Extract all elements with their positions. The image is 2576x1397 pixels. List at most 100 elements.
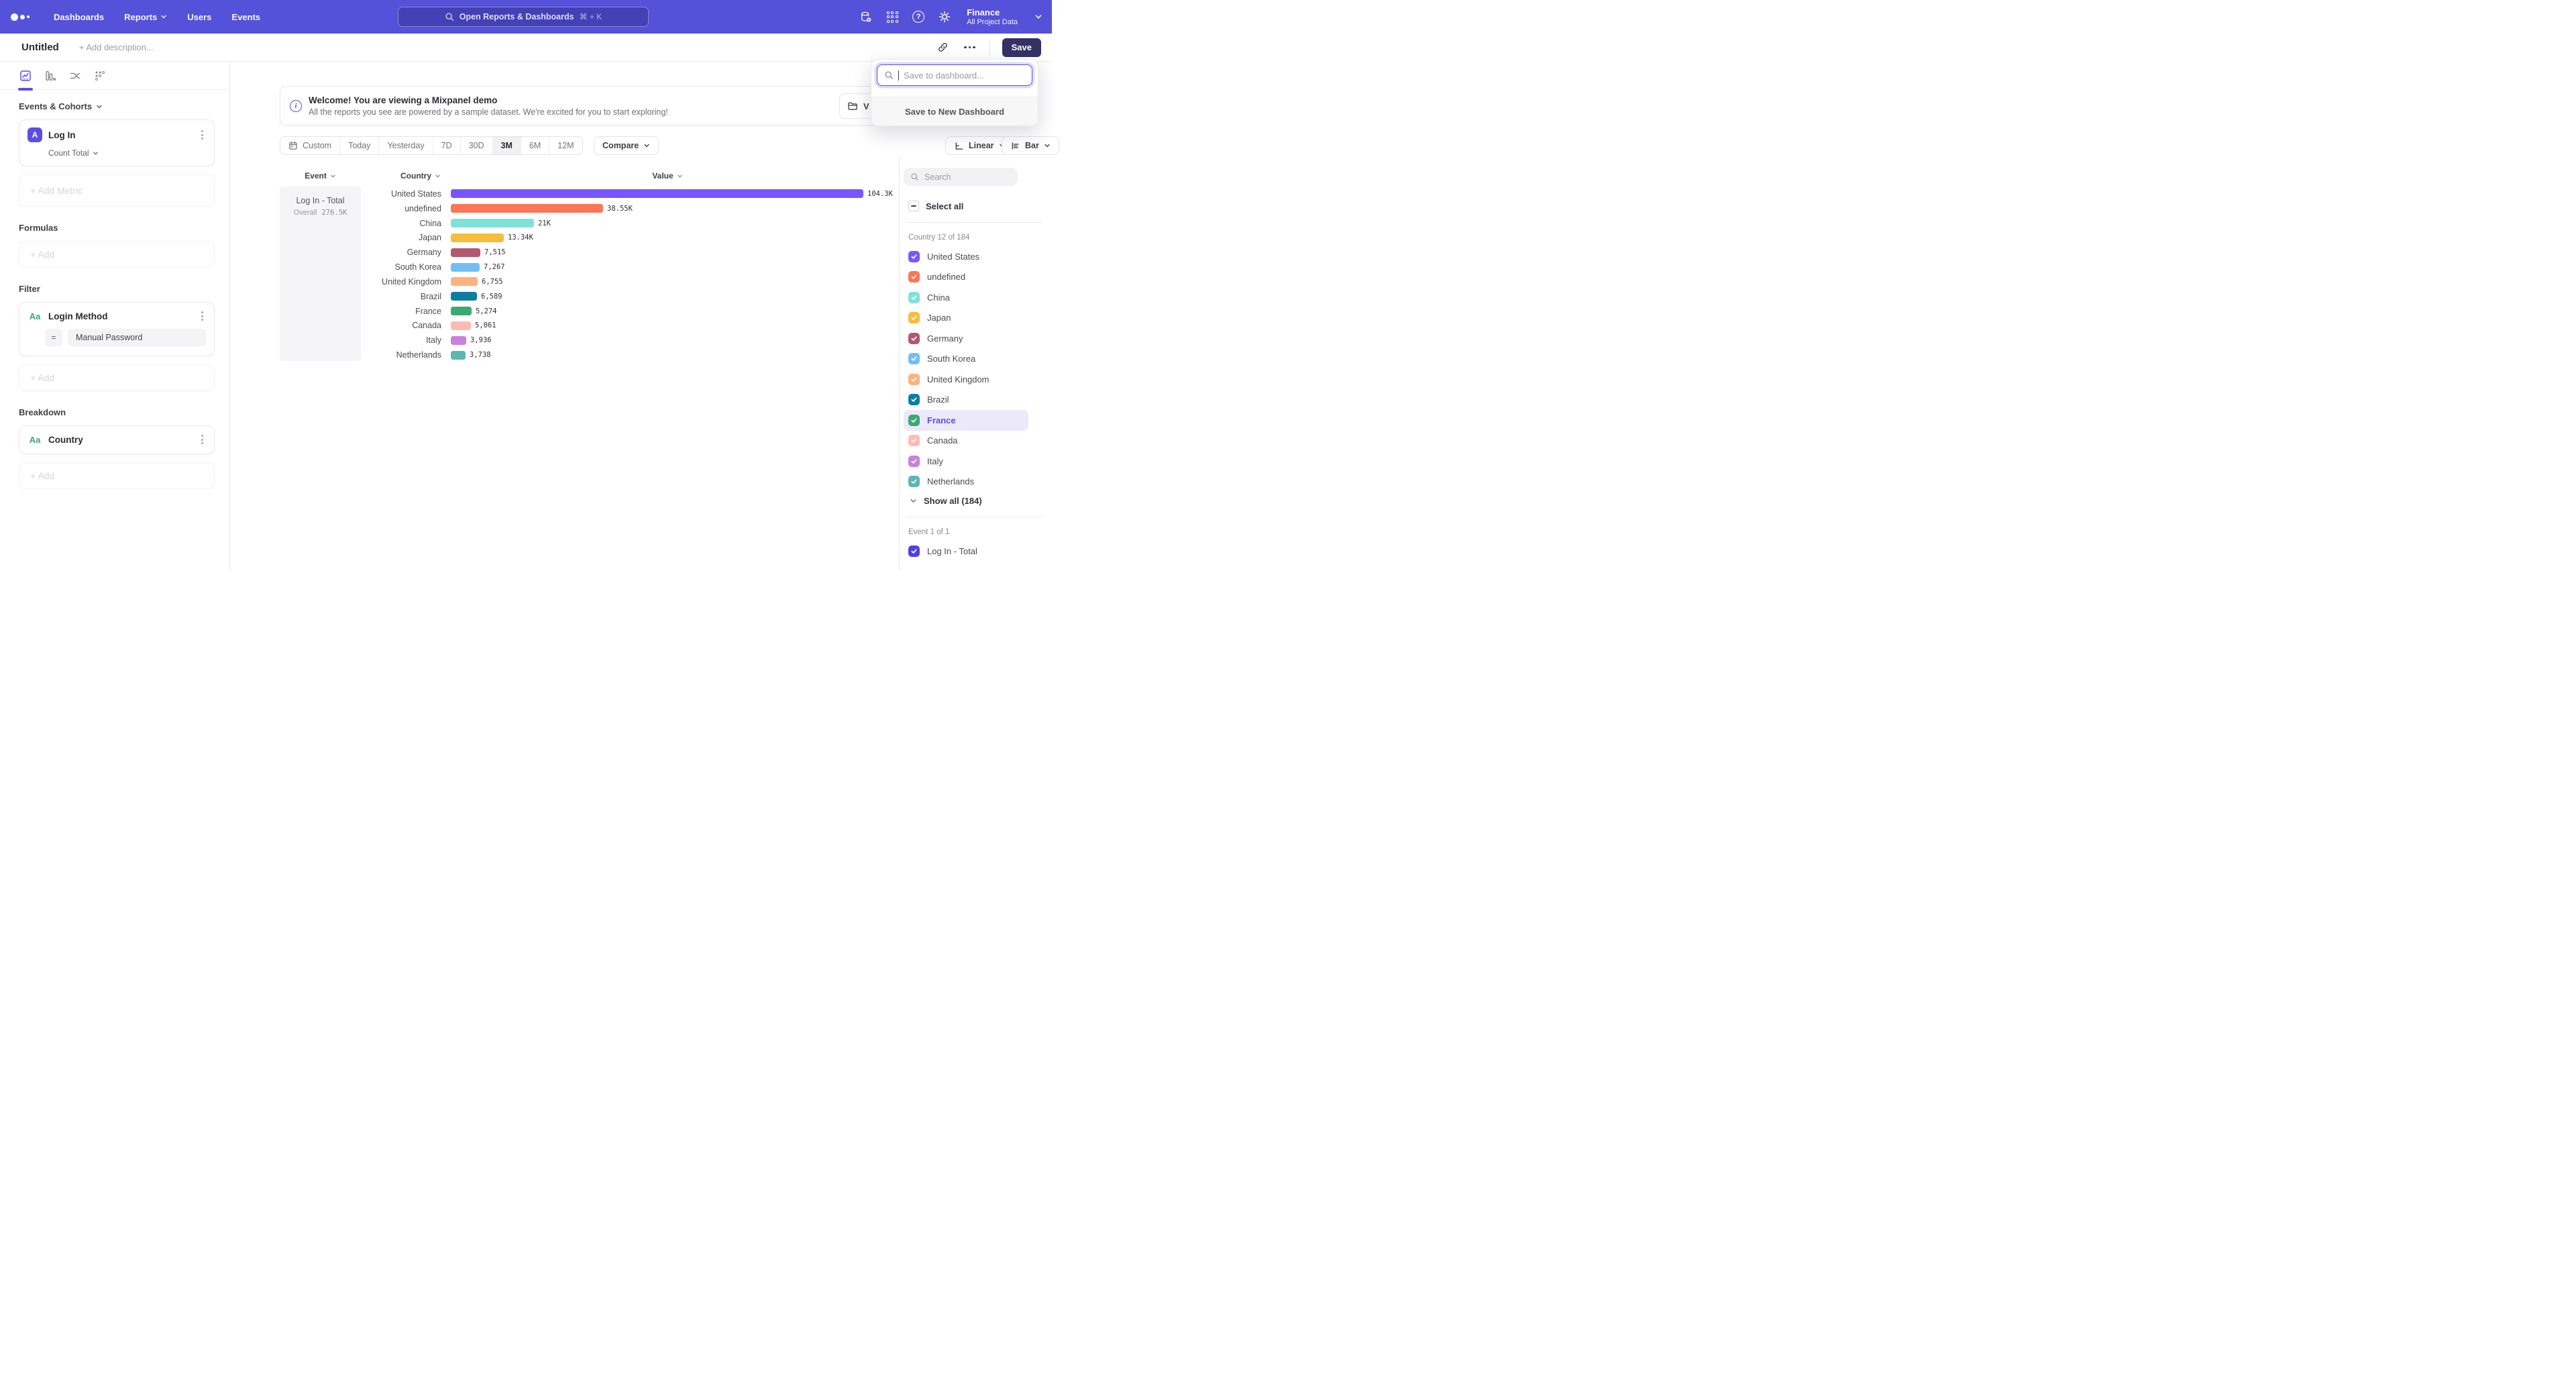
series-search-input[interactable]: Search [904, 168, 1018, 186]
country-checkbox-checked[interactable] [908, 476, 920, 488]
tab-insights[interactable] [18, 67, 33, 91]
bar-segment[interactable] [451, 350, 466, 360]
country-checkbox-checked[interactable] [908, 373, 920, 385]
kebab-menu-icon[interactable] [199, 310, 206, 322]
save-button[interactable]: Save [1002, 38, 1041, 57]
country-filter-row[interactable]: United States [904, 246, 1028, 267]
event-checkbox-checked[interactable] [908, 545, 920, 557]
country-filter-row[interactable]: United Kingdom [904, 369, 1028, 390]
chart-type-dropdown[interactable]: Bar [1002, 136, 1059, 155]
column-header-country[interactable]: Country [380, 171, 461, 180]
filter-card[interactable]: Aa Login Method = Manual Password [19, 302, 215, 356]
add-description-field[interactable]: + Add description... [78, 42, 154, 52]
nav-item-reports[interactable]: Reports [124, 12, 167, 22]
nav-item-dashboards[interactable]: Dashboards [54, 12, 104, 22]
filter-operator[interactable]: = [45, 329, 62, 346]
country-checkbox-checked[interactable] [908, 394, 920, 406]
kebab-menu-icon[interactable] [199, 129, 206, 141]
select-all-row[interactable]: Select all [904, 201, 1045, 211]
metric-event-name[interactable]: Log In [48, 130, 76, 140]
compare-button[interactable]: Compare [594, 136, 659, 155]
show-all-button[interactable]: Show all (184) [904, 496, 1045, 506]
bar-segment[interactable] [451, 204, 603, 213]
country-checkbox-checked[interactable] [908, 455, 920, 467]
country-filter-row[interactable]: Brazil [904, 390, 1028, 411]
bar-segment[interactable] [451, 219, 534, 228]
tab-flows[interactable] [68, 67, 82, 85]
bar-segment[interactable] [451, 248, 480, 257]
copy-link-icon[interactable] [936, 40, 951, 55]
range-12m[interactable]: 12M [549, 137, 582, 154]
report-title[interactable]: Untitled [21, 42, 59, 53]
country-filter-row[interactable]: Japan [904, 308, 1028, 329]
data-management-icon[interactable] [859, 10, 873, 23]
event-filter-row[interactable]: Log In - Total [904, 541, 1028, 562]
kebab-menu-icon[interactable] [199, 433, 206, 446]
metric-aggregation[interactable]: Count Total [48, 148, 206, 158]
bar-segment[interactable] [451, 277, 478, 287]
events-cohorts-header[interactable]: Events & Cohorts [19, 101, 215, 111]
select-all-checkbox-indeterminate[interactable] [908, 201, 919, 211]
country-checkbox-checked[interactable] [908, 435, 920, 447]
tab-funnels[interactable] [44, 67, 57, 85]
breakdown-property-name[interactable]: Country [48, 434, 83, 445]
global-search-button[interactable]: Open Reports & Dashboards ⌘ + K [398, 7, 649, 27]
bar-value-label: 38.55K [607, 204, 633, 213]
bar-segment[interactable] [451, 321, 471, 330]
add-filter-button[interactable]: + Add [19, 364, 215, 391]
add-metric-button[interactable]: + Add Metric [19, 174, 215, 207]
range-label: 3M [500, 141, 513, 150]
range-7d[interactable]: 7D [433, 137, 461, 154]
bar-segment[interactable] [451, 262, 480, 272]
bar-segment[interactable] [451, 307, 472, 316]
country-filter-row[interactable]: France [904, 410, 1028, 431]
range-custom[interactable]: Custom [280, 137, 341, 154]
settings-gear-icon[interactable] [938, 10, 951, 23]
metric-card[interactable]: A Log In Count Total [19, 119, 215, 166]
filter-value[interactable]: Manual Password [68, 329, 206, 346]
add-formula-button[interactable]: + Add [19, 241, 215, 268]
range-today[interactable]: Today [340, 137, 380, 154]
country-checkbox-checked[interactable] [908, 291, 920, 303]
country-filter-row[interactable]: Italy [904, 451, 1028, 472]
add-breakdown-button[interactable]: + Add [19, 462, 215, 489]
project-selector[interactable]: Finance All Project Data [967, 7, 1018, 27]
country-filter-row[interactable]: South Korea [904, 349, 1028, 370]
bar-segment[interactable] [451, 233, 504, 242]
bar-row: South Korea 7,267 [341, 260, 918, 274]
country-filter-row[interactable]: China [904, 287, 1028, 308]
bar-segment[interactable] [451, 335, 466, 345]
mixpanel-logo[interactable] [11, 13, 35, 21]
nav-item-events[interactable]: Events [231, 12, 260, 22]
range-30d[interactable]: 30D [461, 137, 493, 154]
more-options-icon[interactable] [963, 40, 977, 55]
save-to-dashboard-input[interactable]: Save to dashboard... [877, 64, 1032, 86]
country-checkbox-checked[interactable] [908, 250, 920, 262]
country-label: United States [927, 251, 980, 262]
help-icon[interactable]: ? [912, 10, 925, 23]
apps-grid-icon[interactable] [885, 10, 899, 23]
save-to-new-dashboard-button[interactable]: Save to New Dashboard [871, 97, 1038, 125]
country-filter-row[interactable]: Germany [904, 328, 1028, 349]
bar-segment[interactable] [451, 292, 477, 301]
column-header-event[interactable]: Event [280, 171, 361, 180]
country-filter-row[interactable]: Netherlands [904, 472, 1028, 493]
range-yesterday[interactable]: Yesterday [379, 137, 433, 154]
country-checkbox-checked[interactable] [908, 332, 920, 344]
country-checkbox-checked[interactable] [908, 312, 920, 324]
range-3m[interactable]: 3M [492, 137, 521, 154]
nav-item-users[interactable]: Users [187, 12, 211, 22]
column-header-value[interactable]: Value [641, 171, 694, 180]
bar-segment[interactable] [451, 189, 863, 199]
tab-retention[interactable] [93, 67, 107, 85]
event-group-cell[interactable]: Log In - Total Overall 276.5K [280, 187, 361, 361]
country-filter-row[interactable]: undefined [904, 267, 1028, 288]
country-checkbox-checked[interactable] [908, 271, 920, 283]
filter-property-name[interactable]: Login Method [48, 311, 108, 321]
country-checkbox-checked[interactable] [908, 353, 920, 365]
range-6m[interactable]: 6M [521, 137, 550, 154]
country-filter-row[interactable]: Canada [904, 431, 1028, 452]
chevron-down-icon[interactable] [1034, 13, 1042, 21]
country-checkbox-checked[interactable] [908, 414, 920, 426]
breakdown-card[interactable]: Aa Country [19, 425, 215, 454]
